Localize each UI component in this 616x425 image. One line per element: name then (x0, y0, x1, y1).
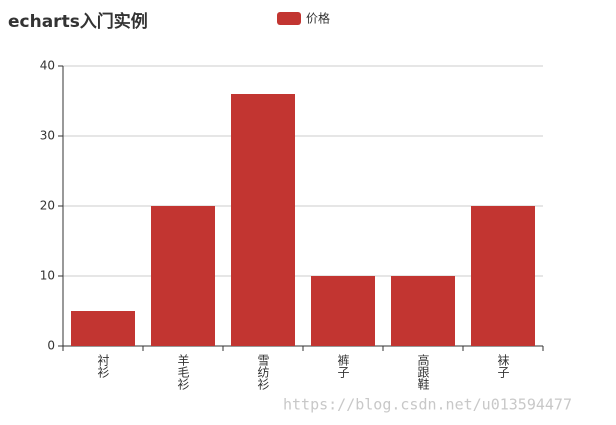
bar (71, 311, 135, 346)
bar (311, 276, 375, 346)
x-tick-label: 高跟鞋 (416, 353, 430, 391)
bar (471, 206, 535, 346)
y-tick-label: 30 (40, 129, 55, 143)
bar (391, 276, 455, 346)
y-tick-label: 40 (40, 59, 55, 73)
legend-swatch (277, 12, 301, 25)
bar (231, 94, 295, 346)
watermark: https://blog.csdn.net/u013594477 (283, 396, 572, 414)
x-tick-label: 雪纺衫 (256, 354, 270, 390)
x-tick-label: 袜子 (496, 354, 510, 378)
x-tick-label: 衬衫 (96, 354, 110, 378)
y-tick-label: 10 (40, 269, 55, 283)
x-tick-label: 裤子 (336, 354, 350, 378)
chart-title: echarts入门实例 (8, 11, 148, 32)
y-tick-label: 0 (47, 339, 55, 353)
bar (151, 206, 215, 346)
x-tick-label: 羊毛衫 (176, 353, 190, 390)
legend-label: 价格 (306, 11, 330, 26)
y-tick-label: 20 (40, 199, 55, 213)
